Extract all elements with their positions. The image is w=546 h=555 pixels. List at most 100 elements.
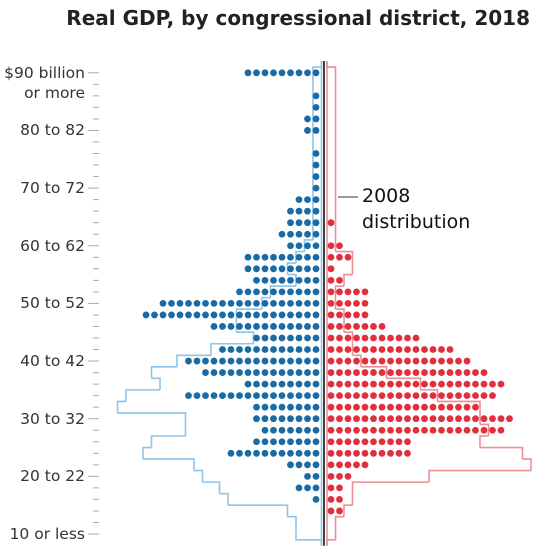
dot — [378, 438, 386, 446]
dot — [472, 392, 479, 400]
dot — [261, 323, 269, 330]
outline-2008 — [194, 469, 204, 483]
dot — [344, 472, 352, 480]
dot — [312, 311, 320, 319]
dot — [253, 449, 260, 457]
dot — [295, 253, 303, 261]
dot — [344, 415, 352, 423]
dot — [463, 392, 471, 400]
dot — [270, 426, 277, 434]
dot — [378, 449, 386, 457]
dot-row — [327, 438, 411, 446]
dot-row — [327, 311, 369, 319]
outline-2008 — [176, 354, 211, 367]
dot — [253, 300, 260, 307]
dot-row — [185, 392, 320, 400]
dot — [327, 392, 335, 400]
dot — [472, 426, 479, 434]
dot — [412, 346, 420, 353]
dot — [412, 369, 420, 376]
y-tick-label: 50 to 52 — [20, 294, 85, 313]
outline-2008 — [235, 308, 262, 321]
dot — [253, 311, 260, 319]
dot — [219, 323, 226, 330]
dot — [236, 369, 243, 376]
dot — [202, 369, 209, 376]
dot-row — [287, 242, 320, 250]
dot — [404, 392, 411, 400]
dot-row — [253, 403, 320, 411]
dot — [412, 357, 420, 365]
dot — [472, 415, 479, 423]
dot — [304, 288, 311, 296]
dot — [244, 300, 252, 307]
dot — [336, 369, 343, 376]
dot — [378, 369, 386, 376]
dot — [336, 288, 343, 296]
dot — [295, 334, 303, 342]
dot-row — [287, 461, 320, 469]
dot — [304, 357, 311, 365]
dot — [253, 323, 260, 330]
dot — [344, 300, 352, 307]
dot — [421, 403, 428, 411]
outline-2008 — [150, 366, 177, 379]
dot-row — [244, 380, 320, 388]
dot — [336, 392, 343, 400]
dot — [353, 392, 360, 400]
dot — [378, 323, 386, 330]
dot — [287, 346, 294, 353]
dot — [361, 392, 369, 400]
dot — [304, 230, 311, 238]
dot — [312, 380, 320, 388]
outline-2008 — [116, 400, 126, 413]
dot — [278, 69, 286, 77]
dot-row — [327, 253, 352, 261]
dot — [344, 369, 352, 376]
dot — [336, 403, 343, 411]
dot — [253, 276, 260, 284]
dot-row — [312, 184, 320, 192]
dot — [446, 392, 454, 400]
dot — [304, 415, 311, 423]
outline-2008 — [386, 377, 422, 390]
dot — [253, 253, 260, 261]
dot — [446, 346, 454, 353]
dot — [361, 311, 369, 319]
dot — [304, 380, 311, 388]
dot — [253, 288, 260, 296]
dot — [353, 438, 360, 446]
dot — [287, 369, 294, 376]
dot — [287, 323, 294, 330]
dot — [506, 415, 513, 423]
dot — [261, 334, 269, 342]
dot — [244, 449, 252, 457]
dot — [261, 311, 269, 319]
dot — [312, 265, 320, 273]
dot — [202, 300, 209, 307]
dot — [361, 461, 369, 469]
dot — [395, 346, 403, 353]
dot — [176, 300, 184, 307]
dot — [304, 334, 311, 342]
dot-row — [327, 346, 454, 353]
dot — [438, 346, 445, 353]
dot — [327, 357, 335, 365]
dot — [312, 196, 320, 204]
dot — [278, 403, 286, 411]
dot — [312, 242, 320, 250]
dot — [378, 334, 386, 342]
dot — [378, 403, 386, 411]
dot — [327, 253, 335, 261]
dot — [336, 449, 343, 457]
outline-2008 — [303, 239, 313, 252]
dot — [472, 369, 479, 376]
dot — [304, 196, 311, 204]
dot — [236, 346, 243, 353]
dot — [455, 403, 462, 411]
dot — [429, 426, 437, 434]
dot — [219, 357, 226, 365]
dot — [151, 311, 158, 319]
dot-row — [278, 230, 320, 238]
dot — [253, 392, 260, 400]
